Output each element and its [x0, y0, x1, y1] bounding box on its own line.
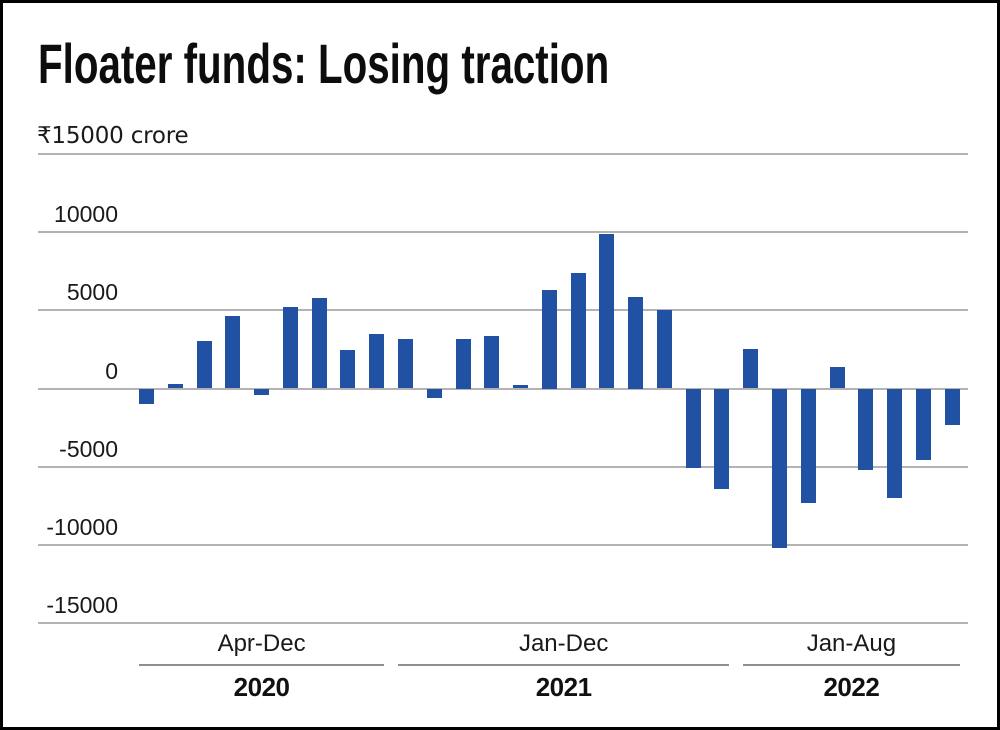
- y-tick-label: 5000: [66, 279, 118, 306]
- x-axis-group-line: [139, 664, 385, 666]
- bar: [225, 315, 241, 389]
- bar: [397, 339, 413, 389]
- x-axis-year-label: 2022: [823, 672, 880, 702]
- y-tick-label: -5000: [59, 435, 118, 462]
- bar: [685, 388, 701, 469]
- bar: [599, 233, 615, 389]
- y-gridline: [38, 231, 968, 234]
- y-tick-label: 0: [105, 357, 118, 384]
- y-gridline: [38, 387, 968, 390]
- y-gridline: [38, 309, 968, 312]
- x-axis-period-label: Jan-Aug: [806, 630, 897, 657]
- bar: [915, 388, 931, 461]
- bar: [369, 333, 385, 389]
- bar: [771, 388, 787, 548]
- bar: [944, 388, 960, 426]
- bar: [541, 290, 557, 389]
- bar: [139, 388, 154, 405]
- y-tick-label: -15000: [46, 592, 118, 618]
- bar: [858, 388, 874, 470]
- y-gridline: [38, 465, 968, 468]
- bar: [484, 336, 500, 389]
- bar: [656, 310, 672, 389]
- x-axis-period-label: Apr-Dec: [217, 630, 306, 657]
- bar: [743, 349, 759, 389]
- bar: [282, 307, 298, 389]
- x-axis-period-label: Jan-Dec: [518, 630, 609, 657]
- y-gridline: [38, 543, 968, 546]
- y-gridline: [38, 153, 968, 155]
- bar: [570, 272, 586, 389]
- bar: [254, 388, 270, 395]
- bar-chart: ₹15000 crore 10000 5000 0 -5000 -10000 -15000 A…: [3, 3, 997, 727]
- y-tick-label: 10000: [54, 201, 118, 228]
- bar: [167, 383, 183, 389]
- x-axis-year-label: 2021: [535, 672, 592, 702]
- y-gridline: [38, 622, 968, 624]
- bar: [829, 367, 845, 389]
- bar: [426, 388, 442, 398]
- x-axis-year-label: 2020: [233, 672, 290, 702]
- bar: [800, 388, 816, 503]
- bar: [887, 388, 902, 498]
- bar: [340, 350, 356, 389]
- bar: [455, 338, 471, 389]
- bar: [513, 385, 528, 389]
- bar: [628, 297, 644, 389]
- y-axis-unit-label: ₹15000 crore: [37, 123, 189, 149]
- x-axis-group-line: [743, 664, 960, 666]
- bar: [714, 388, 730, 489]
- chart-title: Floater funds: Losing traction: [38, 32, 610, 95]
- x-axis-group-line: [397, 664, 730, 666]
- y-tick-label: -10000: [46, 513, 118, 540]
- bar: [311, 297, 327, 389]
- bar: [196, 340, 212, 389]
